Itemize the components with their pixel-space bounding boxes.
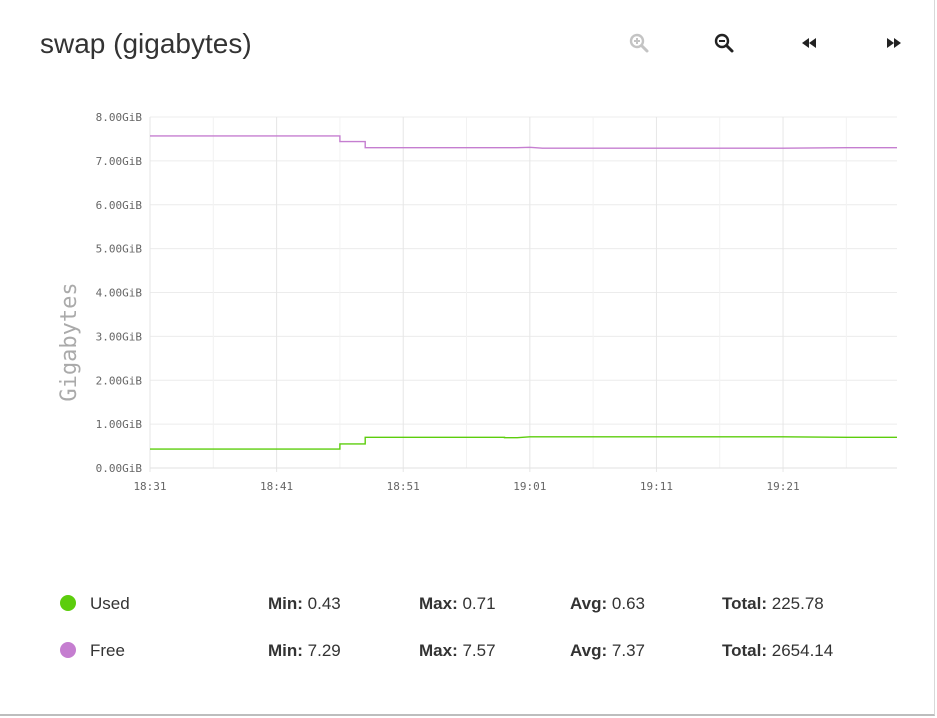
series-line-used [150,436,897,450]
grid-lines [149,116,897,472]
zoom-out-button[interactable] [711,30,737,56]
zoom-out-icon [714,33,734,53]
legend-row-used: Used Min: 0.43 Max: 0.71 Avg: 0.63 Total… [0,588,935,618]
chart-title: swap (gigabytes) [40,28,252,59]
x-tick-label: 18:41 [260,480,293,493]
y-tick-label: 3.00GiB [96,330,143,343]
legend-max: Max: 0.71 [419,594,496,613]
y-tick-label: 6.00GiB [96,199,143,212]
legend-min: Min: 7.29 [268,641,341,660]
rewind-icon [802,38,816,48]
y-tick-label: 8.00GiB [96,111,143,124]
legend-max: Max: 7.57 [419,641,496,660]
legend-total: Total: 225.78 [722,594,824,613]
legend-series-name: Free [90,641,125,660]
x-tick-label: 19:11 [640,480,673,493]
y-tick-label: 0.00GiB [96,462,143,475]
legend-swatch [60,642,76,658]
zoom-in-button[interactable] [626,30,652,56]
y-axis-ticks: 0.00GiB 1.00GiB 2.00GiB 3.00GiB 4.00GiB 5.00G… [96,111,143,475]
x-tick-label: 19:21 [766,480,799,493]
legend-avg: Avg: 0.63 [570,594,645,613]
y-tick-label: 5.00GiB [96,243,143,256]
legend-total: Total: 2654.14 [722,641,834,660]
series-lines [150,135,897,450]
legend-row-free: Free Min: 7.29 Max: 7.57 Avg: 7.37 Total… [0,635,935,665]
y-tick-label: 1.00GiB [96,418,143,431]
series-line-free [150,135,897,149]
pan-forward-button[interactable] [881,30,907,56]
zoom-in-icon [629,33,649,53]
chart-area: 0.00GiB 1.00GiB 2.00GiB 3.00GiB 4.00GiB 5.00G… [0,100,935,510]
x-tick-label: 18:31 [133,480,166,493]
y-tick-label: 7.00GiB [96,155,143,168]
line-chart: 0.00GiB 1.00GiB 2.00GiB 3.00GiB 4.00GiB 5.00G… [57,111,897,493]
legend-swatch [60,595,76,611]
y-tick-label: 4.00GiB [96,287,143,300]
y-axis-label: Gigabytes [57,282,82,401]
x-tick-label: 18:51 [387,480,420,493]
fast-forward-icon [887,38,901,48]
legend-avg: Avg: 7.37 [570,641,645,660]
y-tick-label: 2.00GiB [96,374,143,387]
chart-toolbar [0,30,935,56]
pan-back-button[interactable] [796,30,822,56]
legend-series-name: Used [90,594,130,613]
x-axis-ticks: 18:31 18:41 18:51 19:01 19:11 19:21 [133,480,799,493]
x-tick-label: 19:01 [513,480,546,493]
legend-min: Min: 0.43 [268,594,341,613]
